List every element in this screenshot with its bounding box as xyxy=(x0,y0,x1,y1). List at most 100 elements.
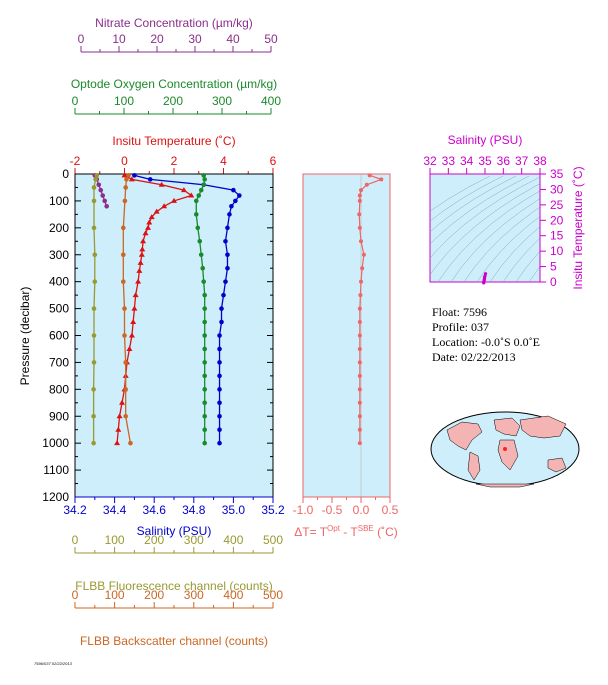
nitrate-axis-tick-label: 50 xyxy=(264,32,278,46)
nitrate-point xyxy=(102,198,107,204)
temperature-point xyxy=(158,181,165,187)
ts-panel xyxy=(429,173,541,283)
temperature-point xyxy=(180,187,187,193)
delta-t-axis-label: ΔT= TOpt - TSBE (˚C) xyxy=(294,524,398,539)
temperature-axis-label: Insitu Temperature (˚C) xyxy=(112,134,235,148)
ts-density-contour xyxy=(430,175,530,245)
delta-t-point xyxy=(357,441,362,446)
salinity-point xyxy=(231,187,236,193)
ts-density-contour xyxy=(515,250,540,282)
temperature-point xyxy=(138,251,145,257)
salinity-point xyxy=(225,265,230,271)
oxygen-point xyxy=(202,413,207,419)
temperature-axis-tick-label: 4 xyxy=(220,154,227,168)
nitrate-axis-tick-label: 30 xyxy=(188,32,202,46)
salinity-point xyxy=(225,252,230,258)
fluorescence-point xyxy=(91,333,97,338)
backscatter-axis-tick-label: 400 xyxy=(223,588,243,602)
salinity-point xyxy=(225,225,230,231)
map-landmass xyxy=(493,417,521,437)
salinity-point xyxy=(233,198,238,204)
fluorescence-point xyxy=(91,225,97,231)
salinity-point xyxy=(229,204,234,209)
ts-temperature-tick-label: 35 xyxy=(550,167,564,181)
fluorescence-point xyxy=(91,185,97,190)
salinity-point xyxy=(147,177,153,182)
temperature-point xyxy=(171,197,177,203)
ts-point xyxy=(483,272,488,276)
delta-t-point xyxy=(359,188,363,193)
salinity-point xyxy=(217,333,222,338)
ts-salinity-axis-tick-label: 38 xyxy=(533,154,547,168)
ts-density-contour xyxy=(430,175,491,212)
ts-salinity-axis-label: Salinity (PSU) xyxy=(448,133,523,147)
delta-t-point xyxy=(357,225,362,230)
nitrate-axis-label: Nitrate Concentration (µm/kg) xyxy=(95,16,253,30)
ts-density-contour xyxy=(430,183,540,276)
ts-density-contour xyxy=(430,175,517,233)
backscatter-axis-tick-label: 0 xyxy=(72,588,79,602)
delta-t-axis-tick-label: 0.0 xyxy=(353,503,370,517)
temperature-axis-tick-label: 0 xyxy=(121,154,128,168)
fluorescence-point xyxy=(93,177,98,182)
oxygen-point xyxy=(202,360,207,365)
pressure-tick-label: 0 xyxy=(62,167,69,181)
oxygen-point xyxy=(202,346,207,352)
salinity-point xyxy=(217,373,222,379)
ts-density-contour xyxy=(463,206,540,282)
backscatter-axis-tick-label: 500 xyxy=(263,588,283,602)
backscatter-point xyxy=(121,252,126,258)
nitrate-point xyxy=(100,193,106,198)
fluorescence-axis-label: FLBB Fluorescence channel (counts) xyxy=(75,579,272,593)
salinity-point xyxy=(217,400,222,406)
ts-density-contour xyxy=(437,190,540,282)
oxygen-point xyxy=(193,212,199,217)
backscatter-point xyxy=(123,360,128,365)
oxygen-axis-tick-label: 400 xyxy=(261,94,281,108)
salinity-axis: Salinity (PSU) 34.2 34.4 34.6 34.8 35.0 35.2 xyxy=(63,496,285,538)
fluorescence-axis-tick-label: 200 xyxy=(144,533,164,547)
nitrate-axis-tick-label: 10 xyxy=(112,32,126,46)
ts-temperature-tick-label: 25 xyxy=(550,198,564,212)
temperature-point xyxy=(140,238,147,244)
pressure-tick-label: 800 xyxy=(49,382,69,396)
oxygen-point xyxy=(196,193,202,198)
nitrate-axis: Nitrate Concentration (µm/kg) 0 10 20 30 40 5… xyxy=(78,16,278,53)
ts-salinity-axis-tick-label: 34 xyxy=(460,154,474,168)
ts-density-contour xyxy=(430,176,540,259)
salinity-axis-tick-label: 34.2 xyxy=(63,503,87,517)
delta-t-label-part: ΔT= T xyxy=(294,525,327,539)
delta-t-point xyxy=(357,346,362,351)
delta-t-point xyxy=(359,239,363,244)
salinity-axis-label: Salinity (PSU) xyxy=(137,524,212,538)
nitrate-point xyxy=(96,182,102,188)
oxygen-point xyxy=(193,198,199,204)
oxygen-point xyxy=(202,387,207,392)
fluorescence-point xyxy=(91,306,97,311)
temperature-axis-tick-label: 2 xyxy=(171,154,178,168)
pressure-tick-label: 600 xyxy=(49,329,69,343)
nitrate-axis-tick-label: 20 xyxy=(150,32,164,46)
delta-t-label-superscript: Opt xyxy=(327,524,341,533)
oxygen-point xyxy=(202,292,207,298)
nitrate-point xyxy=(104,204,109,209)
map-landmass xyxy=(467,451,481,481)
pressure-tick-label: 700 xyxy=(49,355,69,369)
salinity-point xyxy=(221,292,226,298)
backscatter-point xyxy=(121,279,126,284)
oxygen-axis-tick-label: 0 xyxy=(72,94,79,108)
delta-t-axis: ΔT= TOpt - TSBE (˚C) -1.0 -0.5 0.0 0.5 xyxy=(293,496,399,539)
ts-density-contour xyxy=(502,237,540,282)
delta-t-point xyxy=(361,252,366,257)
temperature-point xyxy=(126,345,133,351)
temperature-point xyxy=(114,440,121,446)
salinity-point xyxy=(227,212,232,217)
ts-salinity-axis-tick-label: 36 xyxy=(497,154,511,168)
fluorescence-axis-tick-label: 300 xyxy=(184,533,204,547)
temperature-point xyxy=(188,192,195,198)
backscatter-axis-tick-label: 300 xyxy=(184,588,204,602)
temperature-point xyxy=(137,259,144,265)
profile-plot-area xyxy=(91,172,242,446)
delta-t-point xyxy=(357,306,362,311)
